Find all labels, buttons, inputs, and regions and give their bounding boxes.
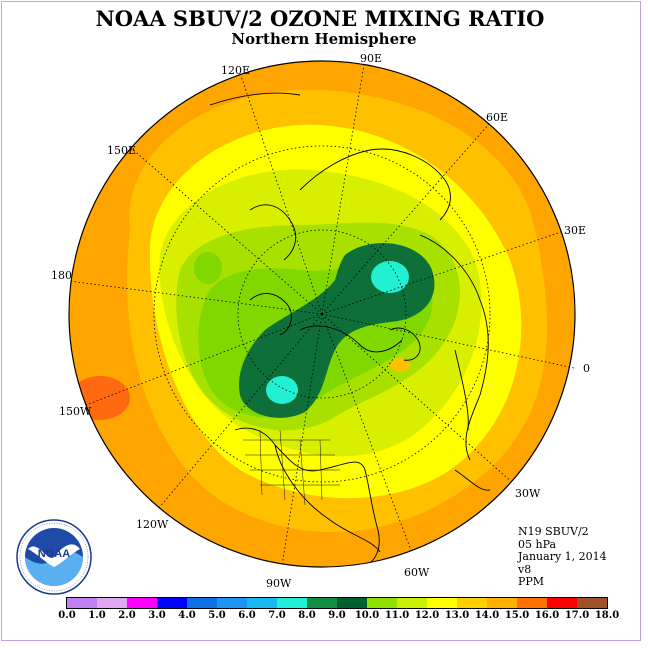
map-subtitle: Northern Hemisphere [231, 30, 417, 48]
colorbar-tick-label: 2.0 [118, 610, 136, 621]
info-version: v8 [518, 562, 532, 576]
colorbar-swatch [187, 598, 217, 608]
longitude-label-120w: 120W [136, 518, 169, 531]
field-cyan-west [266, 376, 298, 404]
colorbar-tick-label: 3.0 [148, 610, 166, 621]
colorbar-swatch [277, 598, 307, 608]
colorbar-swatch [127, 598, 157, 608]
colorbar-swatch [337, 598, 367, 608]
colorbar-swatch [547, 598, 577, 608]
colorbar-tick-label: 9.0 [328, 610, 346, 621]
longitude-label-30e: 30E [564, 224, 587, 237]
colorbar-tick-label: 13.0 [444, 610, 470, 621]
colorbar-swatch [397, 598, 427, 608]
colorbar-tick-label: 16.0 [534, 610, 560, 621]
graticule [68, 64, 575, 567]
us-state-boundaries [243, 429, 340, 506]
longitude-label-150e: 150E [107, 144, 137, 157]
colorbar-swatch [457, 598, 487, 608]
info-level: 05 hPa [518, 537, 557, 551]
colorbar-swatch [247, 598, 277, 608]
info-units: PPM [518, 575, 545, 588]
colorbar-swatch [97, 598, 127, 608]
colorbar-tick-label: 10.0 [354, 610, 380, 621]
longitude-label-90e: 90E [360, 52, 383, 65]
longitude-label-60w: 60W [404, 566, 430, 579]
colorbar-swatch [517, 598, 547, 608]
map-boundary-circle [68, 60, 576, 568]
field-orange-spot [390, 358, 410, 372]
longitude-label-0: 0 [583, 362, 590, 375]
info-block: N19 SBUV/2 05 hPa January 1, 2014 v8 PPM [518, 525, 607, 589]
longitude-label-150w: 150W [59, 405, 92, 418]
longitude-label-90w: 90W [266, 577, 292, 590]
field-cyan-east [371, 261, 409, 293]
colorbar-swatch [67, 598, 97, 608]
colorbar-tick-label: 11.0 [384, 610, 410, 621]
colorbar-tick-label: 0.0 [58, 610, 76, 621]
colorbar-tick-label: 12.0 [414, 610, 440, 621]
colorbar-tick-label: 1.0 [88, 610, 106, 621]
colorbar-tick-label: 8.0 [298, 610, 316, 621]
info-date: January 1, 2014 [518, 550, 607, 563]
colorbar-swatch [367, 598, 397, 608]
colorbar-tick-labels: 0.0 1.0 2.0 3.0 4.0 5.0 6.0 7.0 8.0 9.0 10.0 11.0 12… [0, 610, 648, 624]
map-title: NOAA SBUV/2 OZONE MIXING RATIO [95, 6, 545, 31]
colorbar-swatch [427, 598, 457, 608]
colorbar-tick-label: 7.0 [268, 610, 286, 621]
colorbar-tick-label: 5.0 [208, 610, 226, 621]
colorbar-tick-label: 6.0 [238, 610, 256, 621]
longitude-label-30w: 30W [515, 487, 541, 500]
noaa-logo-text: NOAA [38, 548, 70, 560]
longitude-label-60e: 60E [486, 111, 509, 124]
longitude-label-120e: 120E [221, 64, 251, 77]
noaa-logo: NOAA [16, 519, 92, 595]
coastlines [209, 92, 491, 567]
longitude-label-180: 180 [51, 269, 72, 282]
colorbar-swatch [217, 598, 247, 608]
colorbar-swatch [487, 598, 517, 608]
plot-frame [1, 1, 641, 641]
colorbar-tick-label: 14.0 [474, 610, 500, 621]
colorbar-tick-label: 4.0 [178, 610, 196, 621]
colorbar-tick-label: 17.0 [564, 610, 590, 621]
colorbar-swatch [157, 598, 187, 608]
field-green-patch [194, 252, 222, 284]
colorbar [66, 597, 608, 609]
noaa-logo-ring-text [19, 522, 89, 592]
colorbar-tick-label: 15.0 [504, 610, 530, 621]
colorbar-swatch [577, 598, 607, 608]
info-satellite: N19 SBUV/2 [518, 525, 589, 538]
ozone-field [69, 61, 575, 567]
colorbar-tick-label: 18.0 [594, 610, 620, 621]
colorbar-swatch [307, 598, 337, 608]
